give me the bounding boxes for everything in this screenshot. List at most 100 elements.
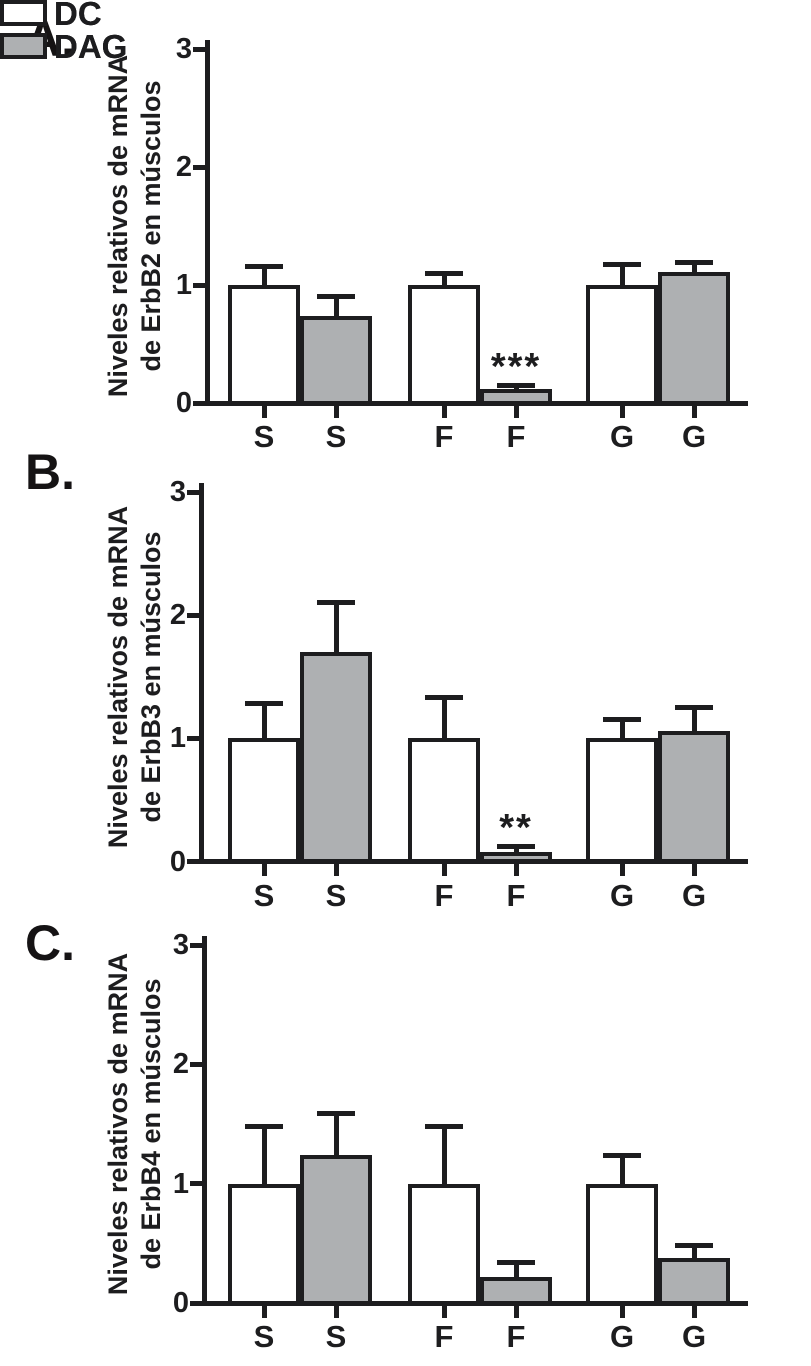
error-bar-stem	[441, 273, 447, 287]
bar-dag	[300, 1155, 372, 1305]
y-tick-label: 3	[175, 33, 192, 65]
bar-dag	[658, 1257, 730, 1305]
x-tick-label: F	[434, 1319, 454, 1354]
error-bar-cap	[425, 270, 463, 276]
y-axis-title: Niveles relativos de mRNA de ErbB4 en mús…	[102, 953, 168, 1295]
error-bar-cap	[603, 1152, 641, 1158]
y-tick	[193, 46, 205, 52]
bar-dag	[658, 730, 730, 864]
x-tick-label: G	[609, 877, 635, 913]
error-bar-cap	[317, 294, 355, 300]
error-bar-cap	[317, 600, 355, 606]
legend: DC DAG	[0, 0, 180, 66]
x-tick	[619, 1305, 625, 1318]
x-tick	[513, 1305, 519, 1318]
error-bar-cap	[675, 260, 713, 266]
y-tick	[187, 735, 199, 741]
error-bar-cap	[497, 1259, 535, 1265]
x-tick-label: S	[253, 877, 275, 913]
x-tick-label: G	[609, 1319, 635, 1354]
error-bar-cap	[603, 717, 641, 723]
x-tick	[441, 1305, 447, 1318]
error-bar-cap	[245, 263, 283, 269]
x-tick	[691, 864, 697, 876]
legend-swatch-dc	[0, 0, 47, 26]
error-bar-cap	[245, 701, 283, 707]
x-tick-label: S	[325, 877, 347, 913]
significance-stars: **	[499, 807, 533, 850]
legend-label: DAG	[54, 28, 128, 65]
x-tick	[619, 405, 625, 418]
legend-label: DC	[54, 0, 102, 32]
error-bar-stem	[619, 1155, 625, 1186]
error-bar-stem	[691, 1245, 697, 1260]
y-tick-label: 3	[172, 929, 189, 961]
y-axis-line	[205, 40, 210, 406]
error-bar-stem	[441, 1126, 447, 1186]
y-axis-line	[202, 936, 207, 1306]
error-bar-stem	[691, 707, 697, 733]
x-tick-label: G	[681, 419, 707, 454]
bar-dag	[300, 315, 372, 405]
x-tick-label: S	[325, 419, 347, 454]
y-tick-label: 2	[172, 1048, 189, 1081]
error-bar-stem	[333, 1113, 339, 1158]
x-tick	[333, 1305, 339, 1318]
error-bar-stem	[513, 1262, 519, 1279]
y-tick-label: 0	[172, 1287, 189, 1319]
bar-dc	[228, 285, 300, 405]
bar-dag	[300, 652, 372, 864]
y-tick-label: 2	[169, 599, 186, 632]
legend-label: DC	[54, 0, 102, 32]
error-bar-stem	[619, 264, 625, 287]
legend-label: DAG	[54, 28, 128, 65]
x-tick	[261, 864, 267, 876]
y-axis-line	[199, 483, 204, 864]
error-bar-cap	[317, 1110, 355, 1116]
bar-dc	[408, 285, 480, 405]
y-tick	[190, 942, 202, 948]
y-tick	[187, 489, 199, 495]
bar-dag	[480, 388, 552, 405]
error-bar-stem	[261, 1126, 267, 1186]
x-tick	[441, 405, 447, 418]
y-tick	[193, 282, 205, 288]
x-tick-label: G	[681, 877, 707, 913]
y-tick-label: 1	[175, 269, 192, 301]
error-bar-stem	[513, 846, 519, 854]
error-bar-cap	[497, 382, 535, 388]
error-bar-stem	[261, 266, 267, 287]
error-bar-stem	[691, 262, 697, 275]
y-axis-title-line: Niveles relativos de mRNA	[103, 952, 133, 1296]
error-bar-cap	[425, 1123, 463, 1129]
x-tick-label: F	[434, 877, 454, 913]
bar-dc	[408, 738, 480, 864]
y-tick-label: 0	[169, 845, 186, 878]
x-tick-label: F	[506, 1319, 526, 1354]
error-bar-stem	[441, 697, 447, 741]
error-bar-stem	[333, 602, 339, 655]
panel-letter: B.	[25, 444, 75, 500]
x-tick-label: F	[506, 877, 526, 913]
y-tick	[190, 1181, 202, 1187]
y-tick	[190, 1061, 202, 1067]
legend-label: DAG	[54, 28, 128, 65]
error-bar-stem	[513, 385, 519, 391]
x-tick	[691, 405, 697, 418]
y-tick	[193, 164, 205, 170]
error-bar-stem	[619, 719, 625, 741]
y-tick	[187, 859, 199, 864]
x-tick-label: S	[253, 1319, 275, 1354]
error-bar-cap	[675, 705, 713, 711]
x-tick	[333, 864, 339, 876]
x-tick-label: F	[434, 419, 454, 454]
error-bar-stem	[261, 703, 267, 741]
x-tick-label: S	[325, 1319, 347, 1354]
significance-stars: ***	[490, 345, 542, 388]
y-tick-label: 1	[169, 722, 186, 755]
legend-swatch-dag	[0, 33, 47, 59]
y-tick-label: 3	[169, 476, 186, 508]
y-tick-label: 2	[175, 151, 192, 183]
y-axis-title-line: de ErbB4 en músculos	[136, 978, 166, 1270]
